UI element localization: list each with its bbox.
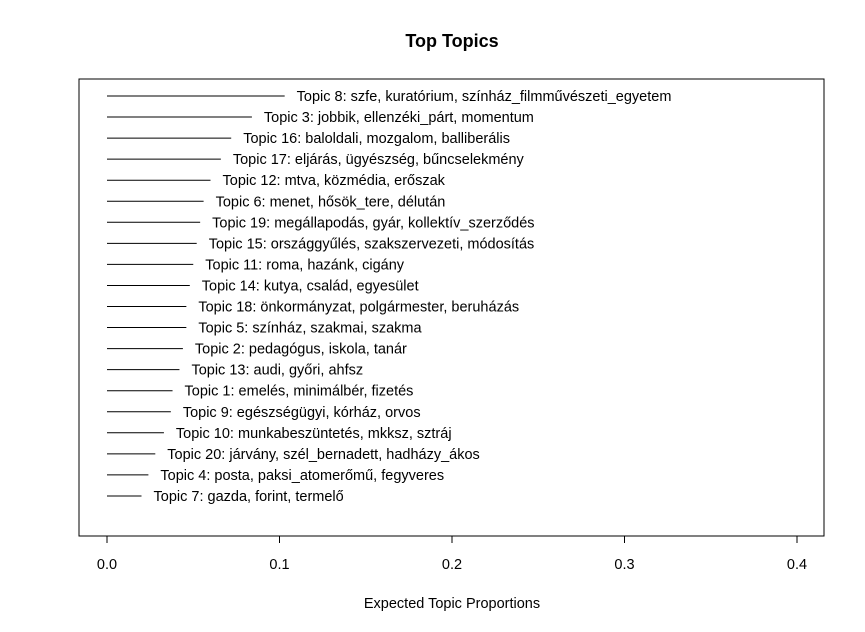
topic-label-4: Topic 17: eljárás, ügyészség, bűncselekm… [233, 152, 525, 168]
topic-label-6: Topic 6: menet, hősök_tere, délután [216, 194, 446, 210]
bars-layer: Topic 8: szfe, kuratórium, színház_filmm… [107, 89, 671, 505]
topic-label-7: Topic 19: megállapodás, gyár, kollektív_… [212, 215, 534, 231]
x-tick-label-3: 0.3 [614, 557, 634, 573]
x-tick-label-2: 0.2 [442, 557, 462, 573]
topic-label-8: Topic 15: országgyűlés, szakszervezeti, … [209, 236, 535, 252]
topic-label-15: Topic 1: emelés, minimálbér, fizetés [185, 384, 414, 400]
x-tick-label-1: 0.1 [269, 557, 289, 573]
topic-label-12: Topic 5: színház, szakmai, szakma [198, 321, 422, 337]
topic-label-18: Topic 20: járvány, szél_bernadett, hadhá… [167, 447, 479, 463]
chart-title: Top Topics [405, 31, 498, 51]
topic-label-5: Topic 12: mtva, közmédia, erőszak [223, 173, 446, 189]
topic-label-11: Topic 18: önkormányzat, polgármester, be… [198, 300, 519, 316]
topic-label-13: Topic 2: pedagógus, iskola, tanár [195, 342, 407, 358]
topic-label-14: Topic 13: audi, győri, ahfsz [191, 363, 363, 379]
topic-label-10: Topic 14: kutya, család, egyesület [202, 278, 419, 294]
topic-label-3: Topic 16: baloldali, mozgalom, balliberá… [243, 131, 510, 147]
topic-label-9: Topic 11: roma, hazánk, cigány [205, 257, 405, 273]
topic-label-20: Topic 7: gazda, forint, termelő [154, 489, 344, 505]
x-axis: 0.0 0.1 0.2 0.3 0.4 [97, 535, 807, 573]
x-axis-title: Expected Topic Proportions [364, 596, 540, 612]
x-tick-label-0: 0.0 [97, 557, 117, 573]
topic-label-1: Topic 8: szfe, kuratórium, színház_filmm… [297, 89, 672, 105]
topic-label-17: Topic 10: munkabeszüntetés, mkksz, sztrá… [176, 426, 452, 442]
topic-label-2: Topic 3: jobbik, ellenzéki_párt, momentu… [264, 110, 534, 126]
topic-label-16: Topic 9: egészségügyi, kórház, orvos [183, 405, 421, 421]
x-tick-label-4: 0.4 [787, 557, 807, 573]
topic-label-19: Topic 4: posta, paksi_atomerőmű, fegyver… [160, 468, 444, 484]
